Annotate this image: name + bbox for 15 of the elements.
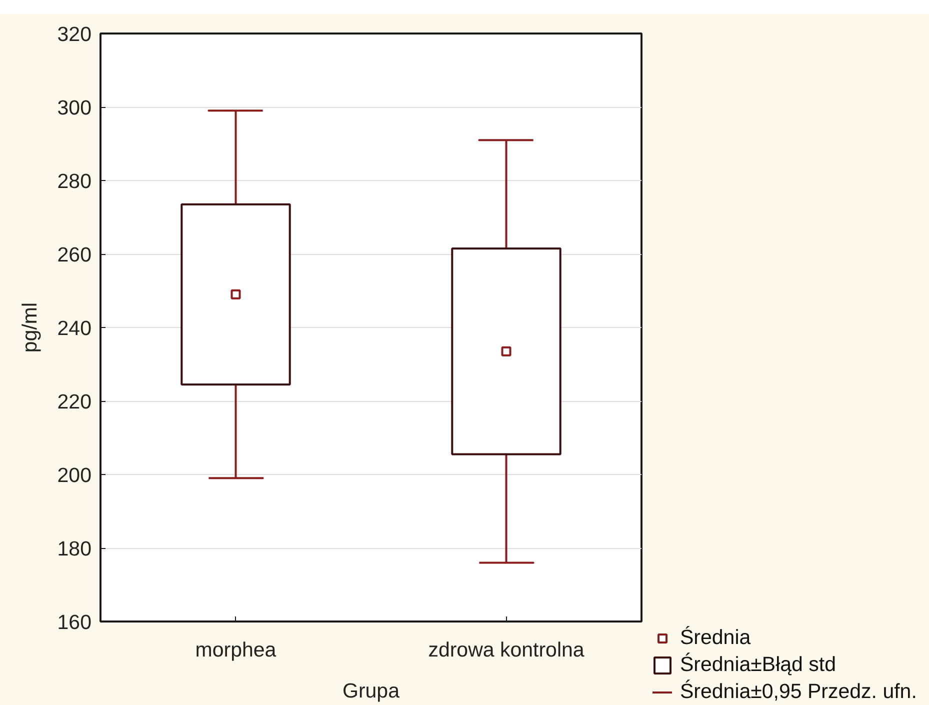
legend-label: Średnia±Błąd std (680, 653, 836, 677)
y-tick-label: 160 (57, 611, 92, 634)
legend-label: Średnia±0,95 Przedz. ufn. (680, 680, 917, 704)
y-tick-label: 280 (57, 170, 92, 193)
y-tick-label: 220 (57, 390, 92, 414)
y-axis-title: pg/ml (18, 302, 42, 353)
y-tick-label: 240 (57, 317, 92, 340)
y-tick-label: 320 (57, 23, 92, 46)
y-tick-label: 260 (57, 244, 92, 266)
x-axis-title: Grupa (342, 680, 400, 702)
y-tick-label: 180 (57, 538, 92, 560)
x-tick-label: zdrowa kontrolna (428, 638, 585, 662)
x-tick-label: morphea (195, 638, 277, 662)
y-tick-label: 300 (57, 96, 92, 120)
y-tick-label: 200 (57, 464, 92, 487)
